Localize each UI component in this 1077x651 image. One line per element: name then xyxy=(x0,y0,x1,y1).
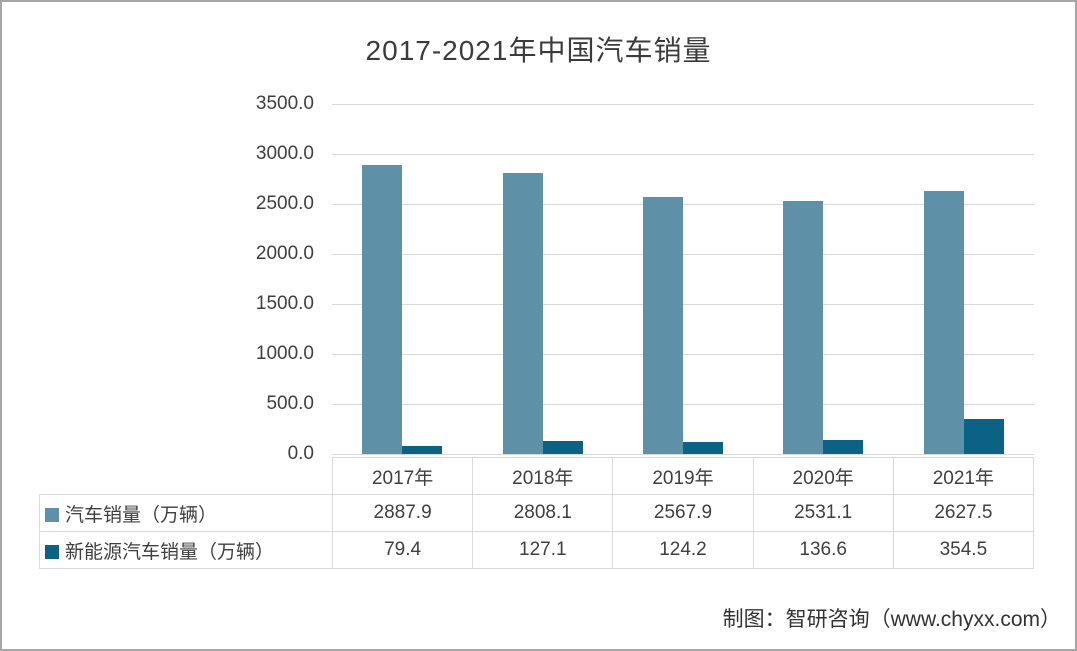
y-axis: 3500.0 3000.0 2500.0 2000.0 1500.0 1000.0 500.… xyxy=(2,2,314,649)
bar-auto-sales xyxy=(362,165,403,454)
attribution-text: 制图：智研咨询（www.chyxx.com） xyxy=(722,608,1061,631)
y-axis-tick-label: 1000.0 xyxy=(255,343,314,364)
value-cell: 124.2 xyxy=(612,531,754,569)
gridline xyxy=(332,404,1034,405)
legend-label: 新能源汽车销量（万辆） xyxy=(65,541,275,563)
bar-nev-sales xyxy=(683,442,723,454)
y-axis-tick-label: 2000.0 xyxy=(255,243,314,264)
gridline xyxy=(332,154,1034,155)
bar-auto-sales xyxy=(502,173,543,454)
legend-cell-nev-sales: 新能源汽车销量（万辆） xyxy=(39,531,333,569)
bar-nev-sales xyxy=(402,446,443,454)
legend-swatch-icon xyxy=(45,544,59,559)
table-corner-blank xyxy=(40,458,333,495)
bar-auto-sales xyxy=(643,197,683,454)
year-header-cell: 2017年 xyxy=(331,457,474,495)
chart-title: 2017-2021年中国汽车销量 xyxy=(365,35,712,66)
gridline xyxy=(332,254,1034,255)
bar-auto-sales xyxy=(923,191,964,454)
y-axis-tick-label: 2500.0 xyxy=(255,193,314,214)
year-header-cell: 2018年 xyxy=(472,457,614,495)
value-cell: 354.5 xyxy=(892,531,1035,569)
data-table: 2017年 2018年 2019年 2020年 2021年 汽车销量（万辆） 2887.9 2… xyxy=(39,457,1035,569)
y-axis-tick-label: 500.0 xyxy=(266,393,314,414)
plot-area xyxy=(332,104,1034,455)
bar-nev-sales xyxy=(823,440,864,454)
year-header-cell: 2021年 xyxy=(892,457,1035,495)
gridline xyxy=(332,204,1034,205)
gridline xyxy=(332,354,1034,355)
y-axis-tick-label: 3000.0 xyxy=(255,143,314,164)
value-cell: 2808.1 xyxy=(472,494,614,532)
y-axis-tick-label: 0.0 xyxy=(287,443,314,464)
value-cell: 127.1 xyxy=(472,531,614,569)
legend-cell-auto-sales: 汽车销量（万辆） xyxy=(39,494,333,532)
value-cell: 79.4 xyxy=(331,531,474,569)
value-cell: 2567.9 xyxy=(612,494,754,532)
value-cell: 136.6 xyxy=(752,531,894,569)
gridline xyxy=(332,304,1034,305)
bar-auto-sales xyxy=(783,201,824,454)
value-cell: 2531.1 xyxy=(752,494,894,532)
bar-nev-sales xyxy=(542,441,583,454)
y-axis-tick-label: 1500.0 xyxy=(255,293,314,314)
legend-label: 汽车销量（万辆） xyxy=(65,504,218,526)
bar-nev-sales xyxy=(963,419,1004,454)
legend-swatch-icon xyxy=(45,507,59,522)
year-header-cell: 2019年 xyxy=(612,457,754,495)
gridline xyxy=(332,454,1034,455)
value-cell: 2627.5 xyxy=(892,494,1035,532)
year-header-cell: 2020年 xyxy=(752,457,894,495)
value-cell: 2887.9 xyxy=(331,494,474,532)
gridline xyxy=(332,104,1034,105)
y-axis-tick-label: 3500.0 xyxy=(255,93,314,114)
